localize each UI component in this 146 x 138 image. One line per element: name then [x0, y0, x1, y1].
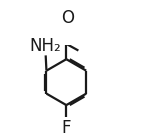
Text: F: F	[62, 119, 71, 137]
Text: NH₂: NH₂	[30, 37, 62, 55]
Text: O: O	[61, 9, 74, 27]
